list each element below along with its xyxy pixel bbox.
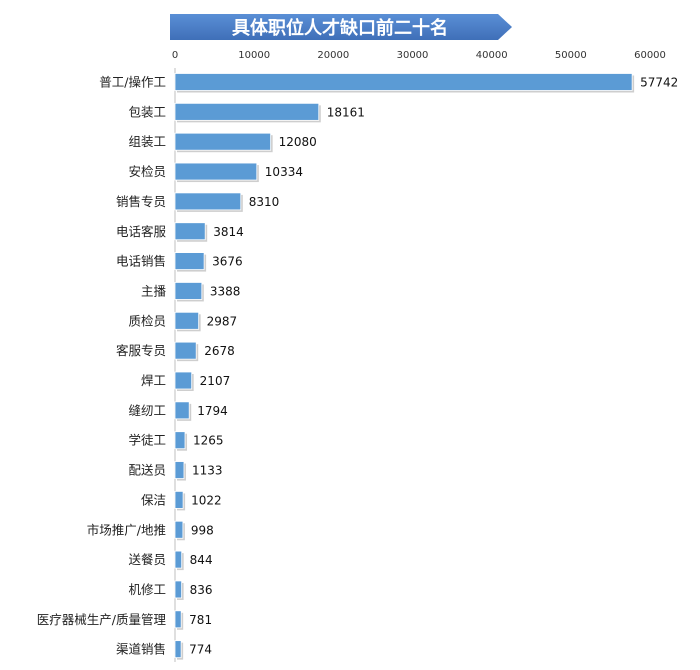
- chart-title: 具体职位人才缺口前二十名: [232, 17, 448, 39]
- bar: [174, 550, 183, 569]
- bar: [174, 192, 242, 211]
- bars: 普工/操作工 57742 包装工 18161 组装工 12080 安检员 10334 销售专员 8…: [37, 73, 678, 660]
- x-axis: 0 10000 20000 30000 40000 50000 60000: [172, 50, 666, 61]
- bar: [174, 73, 633, 91]
- category-label: 保洁: [141, 492, 166, 507]
- x-tick-label: 10000: [238, 50, 270, 61]
- value-label: 8310: [249, 195, 280, 209]
- category-label: 医疗器械生产/质量管理: [37, 612, 167, 627]
- value-label: 781: [189, 613, 212, 627]
- bar: [174, 162, 258, 181]
- bar: [174, 461, 185, 479]
- category-label: 包装工: [128, 104, 166, 119]
- bar: [174, 520, 184, 539]
- bar: [174, 341, 197, 360]
- bar: [174, 490, 184, 509]
- category-label: 客服专员: [116, 343, 166, 358]
- value-label: 3388: [210, 284, 241, 298]
- x-tick-label: 30000: [397, 50, 429, 61]
- value-label: 10334: [265, 165, 303, 179]
- bar: [174, 610, 182, 629]
- value-label: 836: [190, 583, 213, 597]
- bar: [174, 282, 203, 300]
- value-label: 844: [190, 553, 213, 567]
- category-label: 普工/操作工: [99, 75, 166, 90]
- bar: [174, 311, 200, 330]
- value-label: 1133: [192, 464, 223, 478]
- x-tick-label: 0: [172, 50, 178, 61]
- category-label: 渠道销售: [116, 642, 166, 657]
- value-label: 2107: [200, 374, 231, 388]
- category-label: 送餐员: [128, 552, 166, 567]
- x-tick-label: 50000: [555, 50, 587, 61]
- category-label: 配送员: [128, 463, 166, 478]
- category-label: 主播: [141, 283, 167, 298]
- value-label: 1794: [197, 404, 228, 418]
- bar: [174, 222, 206, 241]
- category-label: 销售专员: [116, 194, 166, 209]
- value-label: 1265: [193, 434, 224, 448]
- bar: [174, 102, 320, 121]
- category-label: 市场推广/地推: [87, 522, 166, 537]
- value-label: 3814: [213, 225, 244, 239]
- bar: [174, 580, 183, 599]
- category-label: 安检员: [128, 164, 166, 179]
- x-tick-label: 20000: [317, 50, 349, 61]
- category-label: 质检员: [128, 313, 166, 328]
- value-label: 12080: [279, 135, 317, 149]
- value-label: 2678: [204, 344, 235, 358]
- bar: [174, 132, 272, 151]
- category-label: 电话销售: [116, 254, 166, 269]
- x-tick-label: 40000: [476, 50, 508, 61]
- bar: [174, 640, 182, 659]
- category-label: 焊工: [141, 373, 166, 388]
- value-label: 3676: [212, 255, 243, 269]
- x-tick-label: 60000: [634, 50, 666, 61]
- value-label: 18161: [327, 105, 365, 119]
- title-banner: [170, 14, 512, 40]
- value-label: 2987: [207, 314, 238, 328]
- bar: [174, 431, 186, 450]
- value-label: 57742: [640, 76, 678, 90]
- bar: [174, 371, 193, 390]
- value-label: 998: [191, 523, 214, 537]
- category-label: 缝纫工: [128, 403, 166, 418]
- category-label: 电话客服: [116, 224, 167, 239]
- value-label: 1022: [191, 493, 222, 507]
- category-label: 组装工: [128, 134, 166, 149]
- bar: [174, 401, 190, 420]
- category-label: 学徒工: [128, 433, 166, 448]
- value-label: 774: [189, 643, 212, 657]
- category-label: 机修工: [128, 582, 166, 597]
- bar: [174, 252, 205, 271]
